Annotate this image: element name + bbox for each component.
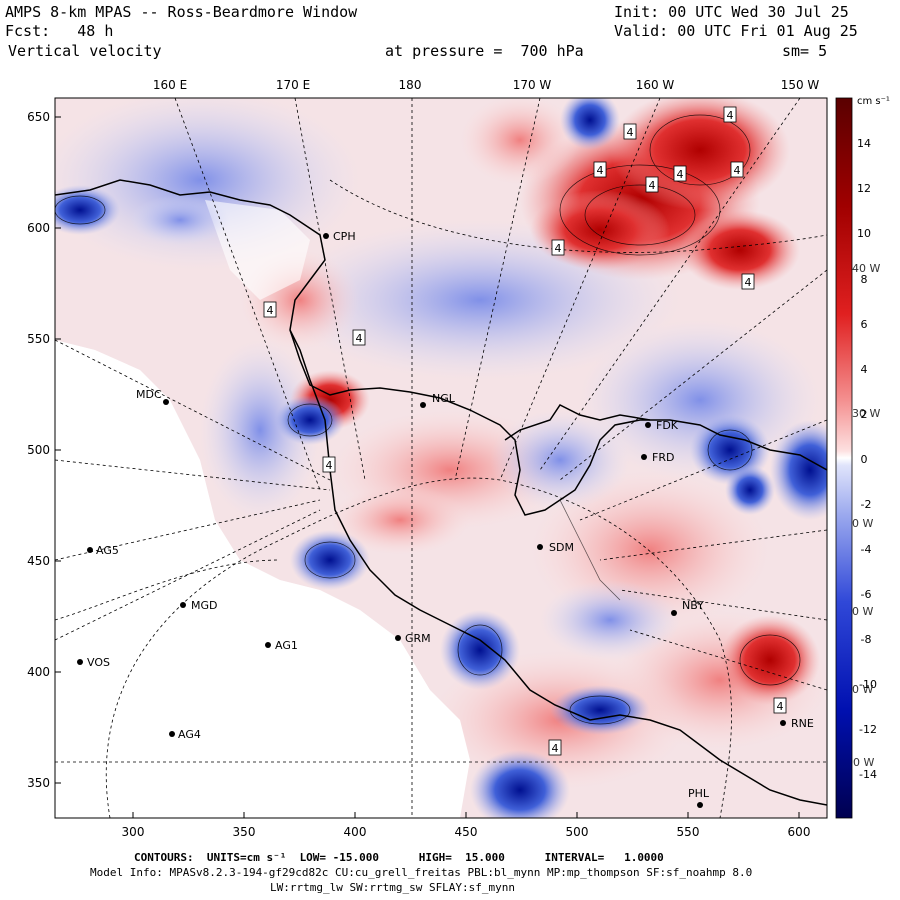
svg-text:4: 4 — [649, 179, 656, 192]
station-ngl: NGL — [432, 392, 456, 405]
y-tick-450: 450 — [27, 554, 50, 568]
model-info: Model Info: MPASv8.2.3-194-gf29cd82c CU:… — [90, 866, 753, 879]
x-tick-550: 550 — [677, 825, 700, 839]
station-ag5: AG5 — [96, 544, 119, 557]
svg-text:4: 4 — [356, 332, 363, 345]
x-tick-300: 300 — [122, 825, 145, 839]
init-time: Init: 00 UTC Wed 30 Jul 25 — [614, 3, 849, 21]
lon-label-180: 180 — [399, 78, 422, 92]
y-tick-600: 600 — [27, 221, 50, 235]
x-tick-400: 400 — [344, 825, 367, 839]
y-tick-500: 500 — [27, 443, 50, 457]
field-name: Vertical velocity — [8, 42, 162, 60]
station-mgd: MGD — [191, 599, 218, 612]
lon-label-170e: 170 E — [276, 78, 310, 92]
forecast-hour: Fcst: 48 h — [5, 22, 114, 40]
cb-tick-8: 8 — [861, 273, 868, 286]
svg-text:4: 4 — [597, 164, 604, 177]
svg-text:4: 4 — [777, 700, 784, 713]
x-tick-600: 600 — [788, 825, 811, 839]
station-nby: NBY — [682, 599, 704, 612]
cb-tick-neg12: -12 — [859, 723, 877, 736]
station-grm: GRM — [405, 632, 431, 645]
cb-tick-neg6: -6 — [861, 588, 872, 601]
cb-tick-neg10: -10 — [859, 678, 877, 691]
cb-tick-6: 6 — [861, 318, 868, 331]
cb-tick-14: 14 — [857, 137, 871, 150]
cb-tick-0: 0 — [861, 453, 868, 466]
station-ag4: AG4 — [178, 728, 201, 741]
lon-label-160e: 160 E — [153, 78, 187, 92]
valid-time: Valid: 00 UTC Fri 01 Aug 25 — [614, 22, 858, 40]
colorbar-units: cm s⁻¹ — [857, 96, 890, 107]
svg-text:4: 4 — [734, 164, 741, 177]
cb-tick-10: 10 — [857, 227, 871, 240]
lon-label-160w: 160 W — [636, 78, 675, 92]
contour-info: CONTOURS: UNITS=cm s⁻¹ LOW= -15.000 HIGH… — [134, 851, 664, 864]
colorbar — [835, 97, 853, 819]
x-tick-500: 500 — [566, 825, 589, 839]
station-mdc: MDC — [136, 388, 162, 401]
cb-tick-neg8: -8 — [861, 633, 872, 646]
y-tick-400: 400 — [27, 665, 50, 679]
station-sdm: SDM — [549, 541, 574, 554]
cb-tick-neg14: -14 — [859, 768, 877, 781]
station-rne: RNE — [791, 717, 814, 730]
lon-label-140w: 140 W — [845, 262, 880, 275]
svg-text:4: 4 — [326, 459, 333, 472]
station-frd: FRD — [652, 451, 674, 464]
x-tick-450: 450 — [455, 825, 478, 839]
y-tick-350: 350 — [27, 776, 50, 790]
smoothing: sm= 5 — [782, 42, 828, 60]
y-tick-550: 550 — [27, 332, 50, 346]
station-phl: PHL — [688, 787, 710, 800]
station-fdk: FDK — [656, 419, 679, 432]
station-vos: VOS — [87, 656, 110, 669]
svg-text:4: 4 — [267, 304, 274, 317]
svg-text:4: 4 — [677, 168, 684, 181]
svg-text:4: 4 — [555, 242, 562, 255]
map-title: AMPS 8-km MPAS -- Ross-Beardmore Window — [5, 3, 358, 21]
physics-info: LW:rrtmg_lw SW:rrtmg_sw SFLAY:sf_mynn — [270, 881, 516, 894]
vertical-velocity-field: MDC NGL FDK FRD AG5 MGD AG1 VOS AG4 SDM … — [55, 98, 827, 818]
svg-text:4: 4 — [627, 126, 634, 139]
station-cph: CPH — [333, 230, 356, 243]
lon-label-170w: 170 W — [513, 78, 552, 92]
svg-text:4: 4 — [745, 276, 752, 289]
cb-tick-neg2: -2 — [861, 498, 872, 511]
svg-text:4: 4 — [552, 742, 559, 755]
cb-tick-4: 4 — [861, 363, 868, 376]
y-tick-650: 650 — [27, 110, 50, 124]
lon-label-130w: 130 W — [845, 407, 880, 420]
svg-text:4: 4 — [727, 109, 734, 122]
station-ag1: AG1 — [275, 639, 298, 652]
lon-label-90w: 90 W — [846, 756, 874, 769]
cb-tick-neg4: -4 — [861, 543, 872, 556]
cb-tick-12: 12 — [857, 182, 871, 195]
lon-label-150w: 150 W — [781, 78, 820, 92]
cb-tick-2: 2 — [861, 408, 868, 421]
x-tick-350: 350 — [233, 825, 256, 839]
pressure-level: at pressure = 700 hPa — [385, 42, 584, 60]
